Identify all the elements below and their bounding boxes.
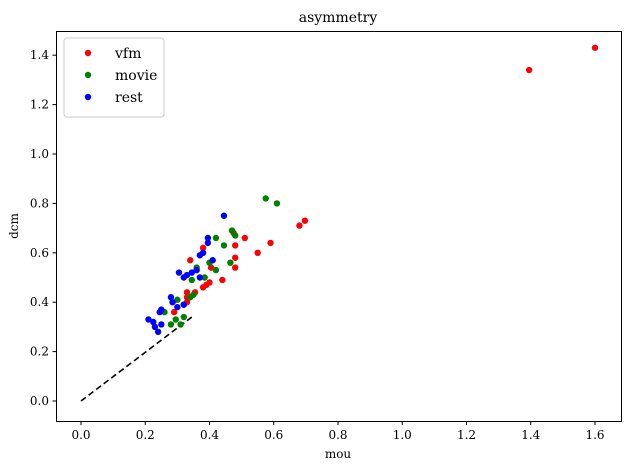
- y-tick-label: 0.2: [30, 345, 49, 359]
- y-tick-label: 1.2: [30, 98, 49, 112]
- data-point: [170, 308, 178, 316]
- data-point: [207, 264, 215, 271]
- data-point: [232, 232, 239, 239]
- legend-item-vfm: vfm: [84, 46, 141, 62]
- data-point: [232, 264, 239, 271]
- y-axis-label: dcm: [7, 212, 21, 238]
- data-point: [175, 269, 183, 276]
- data-point: [525, 66, 533, 74]
- data-point: [177, 321, 184, 328]
- x-axis-label: mou: [325, 447, 352, 461]
- data-point: [219, 276, 226, 284]
- data-point: [150, 318, 157, 326]
- reference-dashed-line: [80, 316, 193, 402]
- legend-marker-icon: [84, 71, 92, 79]
- y-tick-label: 1.0: [30, 147, 49, 161]
- y-tick-label: 1.4: [30, 48, 49, 62]
- data-point: [209, 257, 216, 264]
- data-point: [273, 200, 281, 207]
- data-point: [199, 244, 207, 252]
- data-point: [188, 276, 196, 284]
- plot-area: [80, 44, 599, 402]
- data-point: [267, 239, 274, 247]
- data-point: [228, 227, 236, 234]
- series-rest: [145, 212, 228, 336]
- data-point: [262, 195, 269, 202]
- data-point: [174, 303, 181, 311]
- y-tick-label: 0.8: [30, 196, 49, 210]
- data-point: [220, 212, 228, 219]
- x-axis: 0.0 0.2 0.4 0.6 0.8 1.0 1.2 1.4 1.6: [71, 421, 605, 442]
- y-tick-label: 0.6: [30, 246, 49, 260]
- data-point: [254, 249, 261, 256]
- x-tick-label: 0.2: [136, 428, 155, 442]
- x-tick-label: 0.4: [200, 428, 219, 442]
- data-point: [232, 254, 239, 261]
- data-point: [183, 289, 191, 296]
- data-point: [187, 294, 194, 301]
- data-point: [174, 296, 181, 303]
- x-tick-label: 0.8: [328, 428, 347, 442]
- data-point: [196, 274, 204, 281]
- data-point: [158, 321, 165, 328]
- x-tick-label: 1.2: [457, 428, 476, 442]
- data-point: [169, 299, 176, 306]
- x-tick-label: 1.0: [393, 428, 412, 442]
- x-tick-label: 1.4: [521, 428, 540, 442]
- legend-item-rest: rest: [84, 90, 143, 106]
- data-point: [591, 44, 599, 51]
- data-point: [201, 274, 208, 281]
- chart-title: asymmetry: [299, 10, 378, 26]
- data-point: [241, 234, 249, 242]
- data-point: [151, 323, 159, 331]
- data-point: [301, 217, 309, 224]
- legend-label: movie: [115, 68, 157, 84]
- data-point: [296, 222, 303, 229]
- data-point: [180, 313, 187, 321]
- x-tick-label: 1.6: [585, 428, 604, 442]
- legend-item-movie: movie: [84, 68, 157, 84]
- data-point: [180, 301, 187, 308]
- x-tick-label: 0.6: [264, 428, 283, 442]
- data-point: [227, 259, 234, 266]
- data-point: [212, 266, 220, 274]
- plot-frame: [56, 31, 622, 422]
- x-tick-label: 0.0: [71, 428, 90, 442]
- data-point: [167, 321, 175, 328]
- data-point: [180, 274, 187, 281]
- data-point: [204, 234, 212, 242]
- data-point: [187, 257, 194, 264]
- data-point: [167, 294, 175, 301]
- data-point: [145, 316, 152, 323]
- data-point: [172, 316, 179, 323]
- legend-marker-icon: [84, 93, 92, 101]
- data-point: [188, 269, 196, 276]
- legend-label: vfm: [114, 46, 141, 62]
- data-point: [196, 252, 204, 259]
- y-tick-label: 0.0: [30, 394, 49, 408]
- data-point: [212, 234, 220, 242]
- data-point: [193, 266, 200, 274]
- data-point: [232, 242, 239, 249]
- y-axis: 0.0 0.2 0.4 0.6 0.8 1.0 1.2 1.4: [30, 48, 57, 408]
- data-point: [204, 239, 212, 247]
- data-point: [158, 306, 165, 313]
- legend-marker-icon: [84, 49, 92, 57]
- legend-label: rest: [115, 90, 143, 106]
- legend: vfm movie rest: [63, 37, 165, 118]
- data-point: [220, 242, 228, 249]
- data-point: [154, 328, 162, 336]
- data-point: [199, 284, 207, 291]
- y-tick-label: 0.4: [30, 295, 49, 309]
- series-vfm: [170, 44, 599, 316]
